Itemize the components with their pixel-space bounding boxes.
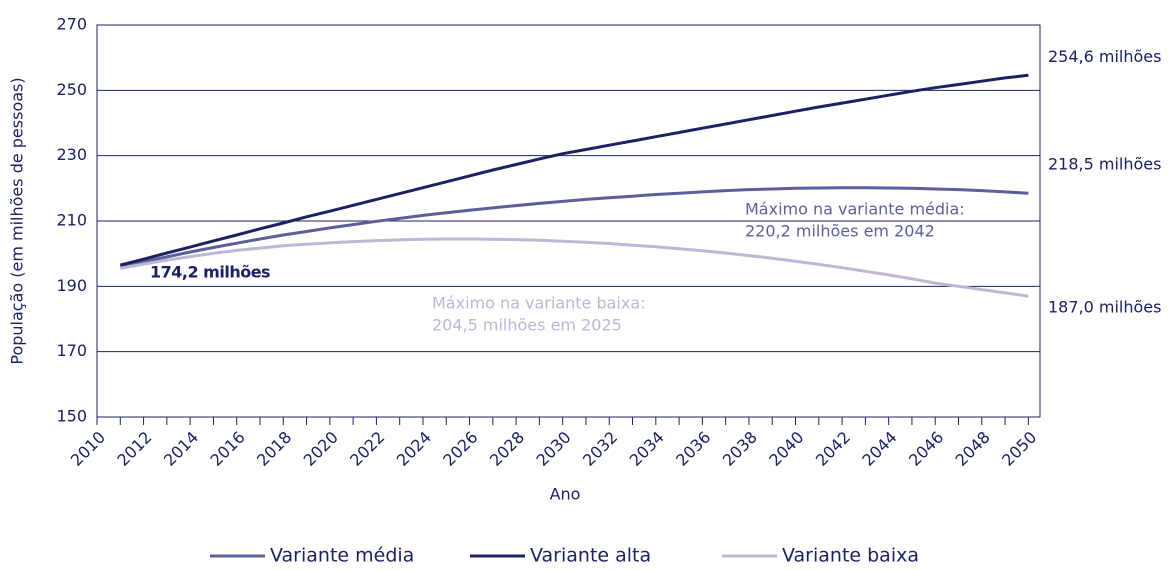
x-tick-label: 2034: [626, 428, 668, 470]
x-tick-label: 2014: [160, 428, 202, 470]
legend-label: Variante alta: [530, 545, 651, 567]
x-tick-label: 2022: [346, 428, 388, 470]
x-tick-label: 2044: [858, 428, 900, 470]
plot-border: [96, 24, 1041, 418]
series-line: [119, 186, 1029, 269]
x-tick-label: 2048: [952, 428, 994, 470]
y-tick-label: 150: [56, 407, 87, 426]
x-tick-label: 2036: [672, 428, 714, 470]
y-tick-label: 250: [56, 80, 87, 99]
legend-label: Variante baixa: [782, 545, 919, 567]
x-tick-label: 2028: [486, 428, 528, 470]
annotation: 204,5 milhões em 2025: [432, 316, 622, 335]
x-tick-label: 2018: [253, 428, 295, 470]
x-tick-label: 2040: [765, 428, 807, 470]
series-line: [120, 237, 1029, 298]
series-line: [119, 73, 1029, 267]
x-tick-label: 2020: [300, 428, 342, 470]
x-tick-label: 2030: [532, 428, 574, 470]
annotation: 174,2 milhões: [150, 263, 270, 282]
x-tick-label: 2042: [812, 428, 854, 470]
x-tick-label: 2038: [719, 428, 761, 470]
x-tick-label: 2024: [393, 428, 435, 470]
annotation: Máximo na variante baixa:: [432, 294, 646, 313]
end-label: 254,6 milhões: [1048, 47, 1161, 66]
x-tick-label: 2032: [579, 428, 621, 470]
y-tick-label: 190: [56, 276, 87, 295]
x-tick-label: 2050: [998, 428, 1040, 470]
end-label: 187,0 milhões: [1048, 298, 1161, 317]
x-tick-label: 2026: [439, 428, 481, 470]
y-tick-label: 210: [56, 211, 87, 230]
x-tick-label: 2010: [67, 428, 109, 470]
x-tick-label: 2012: [113, 428, 155, 470]
x-axis-label: Ano: [550, 485, 581, 504]
x-tick-label: 2046: [905, 428, 947, 470]
y-tick-label: 270: [56, 15, 87, 34]
legend-label: Variante média: [270, 545, 414, 567]
y-tick-label: 230: [56, 145, 87, 164]
x-tick-label: 2016: [206, 428, 248, 470]
y-axis-label: População (em milhões de pessoas): [8, 77, 27, 364]
y-tick-label: 170: [56, 341, 87, 360]
annotation: 220,2 milhões em 2042: [745, 222, 935, 241]
annotation: Máximo na variante média:: [745, 200, 965, 219]
end-label: 218,5 milhões: [1048, 155, 1161, 174]
